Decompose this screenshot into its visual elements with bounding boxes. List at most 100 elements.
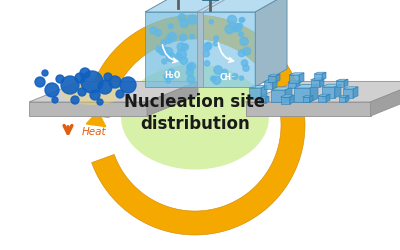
Circle shape xyxy=(243,65,249,71)
Circle shape xyxy=(214,36,218,41)
Circle shape xyxy=(164,48,172,56)
Polygon shape xyxy=(326,94,330,102)
Polygon shape xyxy=(258,96,269,98)
Polygon shape xyxy=(29,82,198,102)
Polygon shape xyxy=(285,87,292,102)
Circle shape xyxy=(180,57,188,64)
Polygon shape xyxy=(299,73,304,83)
Polygon shape xyxy=(197,0,235,12)
Polygon shape xyxy=(318,96,326,102)
Circle shape xyxy=(187,76,195,83)
Circle shape xyxy=(155,30,161,36)
Polygon shape xyxy=(320,78,324,87)
Polygon shape xyxy=(255,0,287,87)
Circle shape xyxy=(178,14,186,21)
Polygon shape xyxy=(289,75,299,83)
Circle shape xyxy=(161,40,166,45)
Polygon shape xyxy=(322,72,326,80)
Circle shape xyxy=(209,20,213,24)
Polygon shape xyxy=(272,80,277,89)
Polygon shape xyxy=(310,84,318,102)
Circle shape xyxy=(241,60,248,66)
Polygon shape xyxy=(271,90,285,102)
Circle shape xyxy=(52,97,58,103)
Circle shape xyxy=(166,79,170,83)
Ellipse shape xyxy=(121,64,269,170)
Circle shape xyxy=(169,74,175,79)
Polygon shape xyxy=(246,82,400,102)
Text: CH⁻: CH⁻ xyxy=(220,72,236,82)
Polygon shape xyxy=(261,85,267,99)
Circle shape xyxy=(159,47,168,55)
Circle shape xyxy=(220,74,224,79)
Polygon shape xyxy=(338,97,346,102)
Polygon shape xyxy=(249,85,267,88)
Circle shape xyxy=(239,32,244,37)
Circle shape xyxy=(109,76,121,88)
Polygon shape xyxy=(336,79,348,81)
Circle shape xyxy=(81,71,103,93)
Polygon shape xyxy=(200,12,255,87)
Polygon shape xyxy=(264,80,277,82)
Circle shape xyxy=(203,43,211,51)
Polygon shape xyxy=(322,84,341,87)
Polygon shape xyxy=(288,80,300,82)
Circle shape xyxy=(182,44,188,51)
Circle shape xyxy=(56,75,64,83)
Polygon shape xyxy=(197,12,203,87)
FancyArrowPatch shape xyxy=(218,43,234,62)
Polygon shape xyxy=(334,84,341,98)
Circle shape xyxy=(239,18,243,22)
Polygon shape xyxy=(290,95,294,104)
Circle shape xyxy=(203,50,210,57)
Circle shape xyxy=(90,90,100,100)
Polygon shape xyxy=(264,82,272,89)
Circle shape xyxy=(188,15,197,24)
Circle shape xyxy=(238,50,245,57)
Circle shape xyxy=(42,70,48,76)
Circle shape xyxy=(232,25,239,32)
Circle shape xyxy=(210,76,216,82)
Polygon shape xyxy=(92,106,305,235)
Circle shape xyxy=(104,73,112,81)
Text: Nucleation site
distribution: Nucleation site distribution xyxy=(124,92,266,134)
Circle shape xyxy=(45,83,59,97)
Circle shape xyxy=(235,24,240,28)
Circle shape xyxy=(222,70,228,75)
Polygon shape xyxy=(145,0,287,12)
Circle shape xyxy=(80,68,90,78)
Circle shape xyxy=(168,32,176,41)
Circle shape xyxy=(234,24,242,32)
Polygon shape xyxy=(338,96,349,97)
Circle shape xyxy=(240,18,245,22)
Circle shape xyxy=(204,61,210,66)
Circle shape xyxy=(156,46,162,52)
Polygon shape xyxy=(268,76,276,82)
Circle shape xyxy=(116,90,124,98)
Polygon shape xyxy=(314,74,322,80)
Polygon shape xyxy=(343,89,353,98)
Polygon shape xyxy=(344,79,348,87)
Circle shape xyxy=(232,74,238,80)
Circle shape xyxy=(240,37,248,46)
Circle shape xyxy=(168,24,173,29)
Circle shape xyxy=(162,59,167,64)
FancyArrowPatch shape xyxy=(162,45,178,62)
Polygon shape xyxy=(284,126,304,142)
Polygon shape xyxy=(294,88,310,102)
Circle shape xyxy=(120,77,136,93)
Polygon shape xyxy=(268,74,280,76)
Polygon shape xyxy=(246,102,370,116)
Polygon shape xyxy=(353,87,358,98)
Circle shape xyxy=(71,96,79,104)
Circle shape xyxy=(214,41,218,46)
Circle shape xyxy=(180,34,186,41)
Circle shape xyxy=(177,50,186,59)
Circle shape xyxy=(240,76,244,80)
Polygon shape xyxy=(249,88,261,99)
Polygon shape xyxy=(294,84,318,88)
Polygon shape xyxy=(346,96,349,102)
Polygon shape xyxy=(310,96,313,102)
Polygon shape xyxy=(296,80,300,88)
Polygon shape xyxy=(280,97,290,104)
